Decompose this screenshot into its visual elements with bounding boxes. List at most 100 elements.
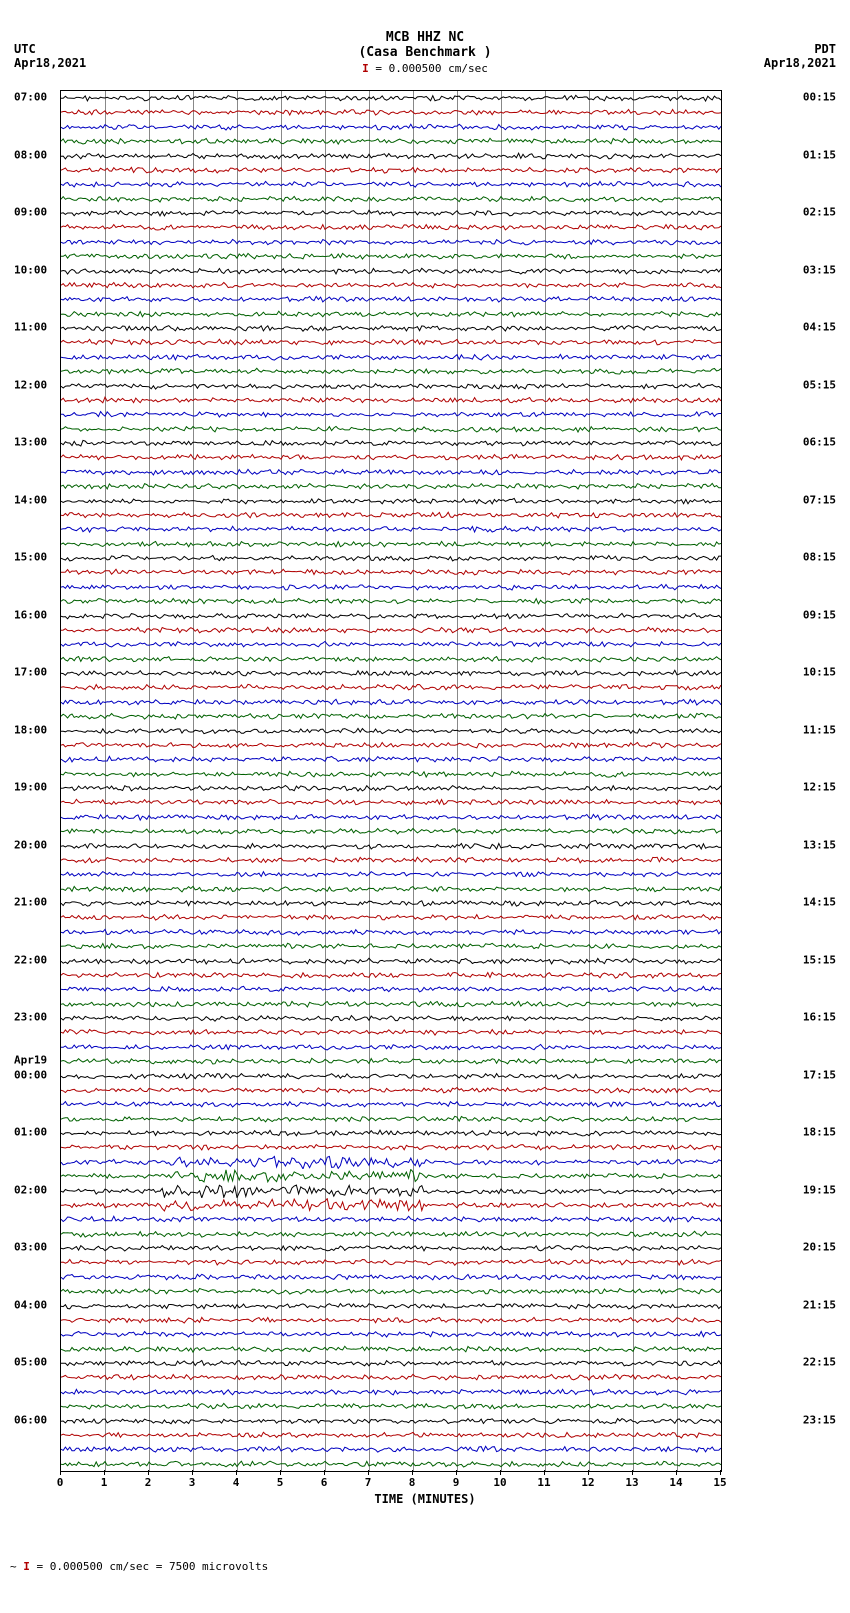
trace-row <box>61 350 721 364</box>
trace-row <box>61 1040 721 1054</box>
trace-row <box>61 1227 721 1241</box>
trace-row <box>61 1241 721 1255</box>
right-time-label: 22:15 <box>803 1356 836 1369</box>
x-tick-mark <box>192 1470 193 1475</box>
x-tick-label: 2 <box>145 1476 152 1489</box>
x-tick-mark <box>632 1470 633 1475</box>
trace-row <box>61 1011 721 1025</box>
left-time-label: 05:00 <box>14 1356 47 1369</box>
x-tick-label: 4 <box>233 1476 240 1489</box>
left-time-label: 20:00 <box>14 838 47 851</box>
trace-row <box>61 695 721 709</box>
right-time-label: 04:15 <box>803 321 836 334</box>
trace-row <box>61 637 721 651</box>
left-time-label: 06:00 <box>14 1413 47 1426</box>
trace-row <box>61 364 721 378</box>
left-time-label: 10:00 <box>14 263 47 276</box>
trace-row <box>61 422 721 436</box>
right-time-label: 17:15 <box>803 1068 836 1081</box>
left-time-label: 12:00 <box>14 378 47 391</box>
left-time-label: 01:00 <box>14 1126 47 1139</box>
trace-row <box>61 925 721 939</box>
trace-row <box>61 278 721 292</box>
x-tick-mark <box>588 1470 589 1475</box>
trace-row <box>61 149 721 163</box>
seismogram-container: UTC Apr18,2021 PDT Apr18,2021 MCB HHZ NC… <box>0 0 850 1613</box>
x-tick-label: 15 <box>713 1476 726 1489</box>
trace-row <box>61 867 721 881</box>
trace-row <box>61 810 721 824</box>
trace-row <box>61 939 721 953</box>
trace-row <box>61 1370 721 1384</box>
right-time-label: 00:15 <box>803 91 836 104</box>
trace-row <box>61 853 721 867</box>
trace-row <box>61 1313 721 1327</box>
left-time-label: 11:00 <box>14 321 47 334</box>
trace-row <box>61 1270 721 1284</box>
trace-row <box>61 1169 721 1183</box>
footer-tilde: ~ <box>10 1560 17 1573</box>
left-time-label: 09:00 <box>14 206 47 219</box>
trace-row <box>61 163 721 177</box>
trace-row <box>61 1342 721 1356</box>
trace-row <box>61 896 721 910</box>
x-tick-label: 7 <box>365 1476 372 1489</box>
trace-row <box>61 1155 721 1169</box>
trace-row <box>61 1457 721 1471</box>
trace-row <box>61 738 721 752</box>
x-tick-mark <box>104 1470 105 1475</box>
left-time-label: 21:00 <box>14 896 47 909</box>
scale-line: I = 0.000500 cm/sec <box>0 62 850 75</box>
x-tick-label: 6 <box>321 1476 328 1489</box>
station-line: MCB HHZ NC <box>0 30 850 45</box>
trace-row <box>61 537 721 551</box>
left-time-label: 17:00 <box>14 666 47 679</box>
trace-row <box>61 594 721 608</box>
left-time-label: 15:00 <box>14 551 47 564</box>
x-tick-mark <box>148 1470 149 1475</box>
x-tick-mark <box>544 1470 545 1475</box>
x-tick-label: 14 <box>669 1476 682 1489</box>
trace-row <box>61 839 721 853</box>
right-time-label: 16:15 <box>803 1011 836 1024</box>
trace-row <box>61 105 721 119</box>
left-time-label: 04:00 <box>14 1298 47 1311</box>
trace-row <box>61 494 721 508</box>
trace-row <box>61 997 721 1011</box>
left-time-label: 23:00 <box>14 1011 47 1024</box>
right-time-label: 06:15 <box>803 436 836 449</box>
trace-row <box>61 407 721 421</box>
trace-row <box>61 882 721 896</box>
trace-row <box>61 824 721 838</box>
x-tick-label: 11 <box>537 1476 550 1489</box>
trace-row <box>61 1385 721 1399</box>
trace-row <box>61 1054 721 1068</box>
x-tick-label: 8 <box>409 1476 416 1489</box>
trace-row <box>61 120 721 134</box>
left-time-label: 18:00 <box>14 723 47 736</box>
trace-row <box>61 1069 721 1083</box>
footer-text: = 0.000500 cm/sec = 7500 microvolts <box>30 1560 268 1573</box>
x-tick-mark <box>676 1470 677 1475</box>
trace-row <box>61 1112 721 1126</box>
trace-row <box>61 623 721 637</box>
right-time-label: 11:15 <box>803 723 836 736</box>
trace-row <box>61 709 721 723</box>
footer-bar-icon: I <box>23 1560 30 1573</box>
trace-row <box>61 1198 721 1212</box>
trace-row <box>61 249 721 263</box>
trace-row <box>61 680 721 694</box>
right-time-label: 05:15 <box>803 378 836 391</box>
header: MCB HHZ NC (Casa Benchmark ) I = 0.00050… <box>0 30 850 75</box>
x-tick-label: 0 <box>57 1476 64 1489</box>
right-time-label: 07:15 <box>803 493 836 506</box>
x-tick-label: 9 <box>453 1476 460 1489</box>
trace-row <box>61 580 721 594</box>
trace-row <box>61 220 721 234</box>
left-time-label: 19:00 <box>14 781 47 794</box>
trace-row <box>61 393 721 407</box>
left-time-label: 07:00 <box>14 91 47 104</box>
left-time-label: 22:00 <box>14 953 47 966</box>
trace-row <box>61 379 721 393</box>
right-time-label: 09:15 <box>803 608 836 621</box>
